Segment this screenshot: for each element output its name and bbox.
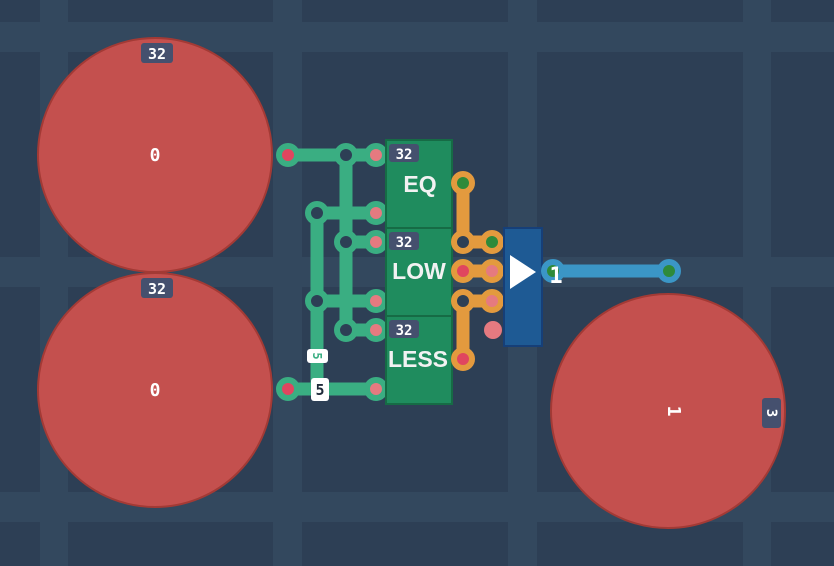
svg-text:5: 5 [315, 381, 324, 399]
gate-label: LOW [392, 258, 446, 284]
output-pin[interactable]: 1 3 [550, 293, 786, 529]
bit-width-badge: 32 [396, 323, 413, 339]
play-triangle-icon [510, 255, 536, 289]
gate-label: EQ [403, 171, 436, 197]
pin-value: 0 [150, 380, 161, 401]
buffer-gate[interactable] [503, 227, 543, 347]
bit-width-badge: 32 [148, 45, 166, 63]
orange-nodes [451, 171, 504, 371]
bit-width-badge: 3 [763, 409, 779, 417]
svg-text:5: 5 [310, 352, 324, 359]
wire-value: 1 [549, 264, 562, 289]
gate-less[interactable]: 32 LESS [385, 315, 453, 405]
pin-value: 1 [663, 406, 684, 417]
input-pin-2[interactable]: 32 0 [37, 272, 273, 508]
pin-value: 0 [150, 145, 161, 166]
wire-nodes [276, 143, 388, 401]
wire-label-1: 5 [307, 349, 328, 363]
input-pin-1[interactable]: 32 0 [37, 37, 273, 273]
bit-width-badge: 32 [396, 147, 413, 163]
gate-label: LESS [388, 346, 448, 372]
bit-width-badge: 32 [148, 280, 166, 298]
bit-width-badge: 32 [396, 235, 413, 251]
gate-eq[interactable]: 32 EQ [385, 139, 453, 229]
blue-wire[interactable]: 1 [541, 259, 681, 289]
gate-low[interactable]: 32 LOW [385, 227, 453, 317]
wire-label-2: 5 [311, 378, 329, 401]
unconnected-pin[interactable] [484, 321, 502, 339]
